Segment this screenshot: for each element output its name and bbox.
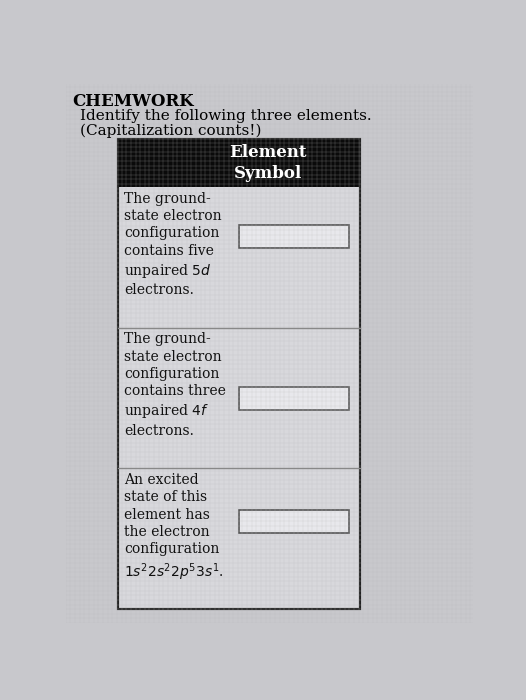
Text: The ground-
state electron
configuration
contains three
unpaired $4f$
electrons.: The ground- state electron configuration… (124, 332, 226, 438)
Bar (118, 139, 360, 187)
Text: Element
Symbol: Element Symbol (230, 144, 307, 182)
Text: CHEMWORK: CHEMWORK (72, 93, 194, 110)
Text: (Capitalization counts!): (Capitalization counts!) (80, 124, 261, 139)
Text: The ground-
state electron
configuration
contains five
unpaired $5d$
electrons.: The ground- state electron configuration… (124, 192, 221, 297)
Bar (239, 225, 349, 248)
Text: An excited
state of this
element has
the electron
configuration
$1s^22s^22p^53s^: An excited state of this element has the… (124, 473, 224, 582)
Bar (239, 510, 349, 533)
Bar (118, 139, 360, 609)
Bar (239, 386, 349, 410)
Text: Identify the following three elements.: Identify the following three elements. (80, 109, 371, 123)
Bar (118, 139, 360, 609)
